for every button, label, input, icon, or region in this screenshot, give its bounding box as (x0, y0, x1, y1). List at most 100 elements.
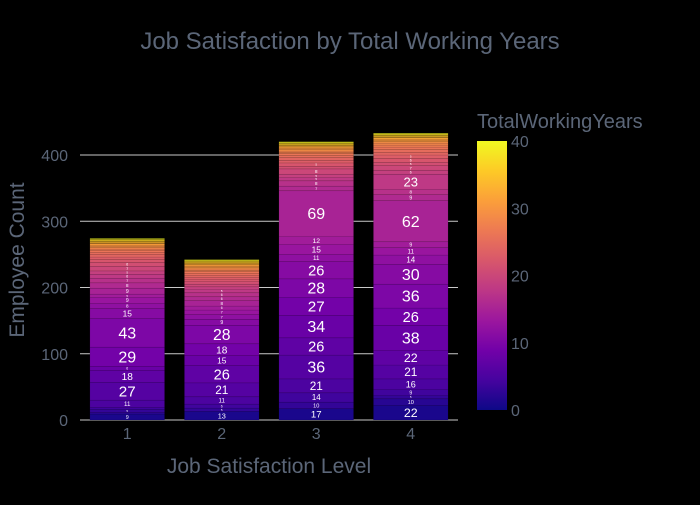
bar-segment[interactable] (184, 273, 260, 276)
bar-data-label: 9 (409, 390, 412, 396)
bar-data-label: 10 (313, 403, 319, 409)
bar-data-label: 21 (310, 379, 323, 393)
bar-data-label: 7 (221, 310, 223, 315)
bar-data-label: 26 (308, 263, 324, 279)
bar-data-label: 8 (220, 301, 223, 306)
bar-data-label: 28 (307, 281, 325, 298)
bar-data-label: 30 (402, 267, 420, 284)
bar-data-label: 9 (409, 196, 412, 202)
bar-data-label: 6 (221, 306, 223, 310)
y-tick-label: 0 (59, 413, 68, 430)
bar-segment[interactable] (89, 250, 165, 253)
bar-data-label: 22 (404, 406, 418, 420)
bar-segment[interactable] (278, 152, 354, 154)
bar-segment[interactable] (184, 279, 260, 282)
bar-data-label: 11 (408, 249, 415, 256)
bar-segment[interactable] (278, 168, 354, 175)
x-axis-title: Job Satisfaction Level (167, 455, 371, 478)
bar-segment[interactable] (278, 155, 354, 158)
bar-data-label: 5 (315, 177, 317, 181)
bar-segment[interactable] (89, 308, 165, 319)
bar-segment[interactable] (184, 283, 260, 288)
bar-segment[interactable] (278, 160, 354, 164)
bar-data-label: 5 (315, 163, 317, 167)
bar-data-label: 7 (315, 186, 317, 191)
y-tick-label: 100 (41, 347, 68, 364)
bar-segment[interactable] (89, 254, 165, 258)
bar-segment[interactable] (278, 190, 354, 237)
bar-segment[interactable] (184, 277, 260, 280)
bar-data-label: 14 (312, 393, 321, 402)
bar-data-label: 8 (409, 190, 412, 195)
bar-data-label: 15 (123, 309, 133, 319)
bar-data-label: 5 (410, 155, 412, 159)
bar-data-label: 18 (216, 345, 228, 356)
bar-data-label: 5 (410, 162, 412, 166)
bar-data-label: 5 (315, 174, 317, 178)
bar-segment[interactable] (89, 256, 165, 260)
bar-data-label: 34 (307, 319, 325, 336)
bar-data-label: 8 (126, 283, 129, 288)
colorbar-tick-label: 30 (511, 201, 529, 218)
bar-data-label: 10 (408, 400, 414, 406)
bar-data-label: 8 (315, 181, 318, 186)
bar-segment[interactable] (184, 275, 260, 278)
bar-segment[interactable] (89, 238, 165, 240)
bar-segment[interactable] (373, 144, 449, 148)
x-tick-labels: 1 2 3 4 (123, 426, 416, 443)
bar-data-label: 36 (402, 289, 420, 306)
colorbar-gradient (477, 141, 507, 410)
bar-data-label: 5 (221, 289, 223, 293)
bar-data-label: 11 (124, 401, 131, 408)
bar-segment[interactable] (278, 153, 354, 156)
bar-segment[interactable] (373, 241, 449, 249)
bar-data-label: 26 (403, 310, 419, 326)
bar-data-label: 9 (409, 243, 412, 249)
x-tick-label: 3 (312, 426, 321, 443)
bar-data-label: 5 (410, 395, 412, 399)
bar-segment[interactable] (373, 138, 449, 141)
bar-segment[interactable] (373, 149, 449, 153)
bar-segment[interactable] (373, 132, 449, 135)
bar-segment[interactable] (373, 142, 449, 146)
bar-data-label: 6 (221, 293, 223, 297)
bar-segment[interactable] (184, 259, 260, 261)
bar-segment[interactable] (89, 252, 165, 255)
bar-data-label: 18 (122, 372, 134, 383)
bar-segment[interactable] (373, 152, 449, 156)
bar-data-label: 9 (126, 415, 129, 421)
bar-data-label: 23 (404, 174, 418, 189)
bar-segment[interactable] (184, 325, 260, 345)
bar-segment[interactable] (89, 262, 165, 267)
y-axis-title: Employee Count (6, 182, 29, 337)
bar-data-label: 12 (312, 238, 320, 245)
y-tick-label: 200 (41, 281, 68, 298)
bar-segment[interactable] (89, 287, 165, 295)
x-tick-label: 1 (123, 426, 132, 443)
bar-segment[interactable] (184, 271, 260, 274)
bar-segment[interactable] (278, 141, 354, 143)
colorbar: TotalWorkingYears 0 10 20 30 40 (477, 111, 643, 420)
bar-segment[interactable] (373, 325, 449, 351)
bar-segment[interactable] (373, 146, 449, 150)
bar-data-label: 9 (126, 298, 129, 304)
bar-data-label: 6 (410, 170, 412, 174)
bars-layer (89, 132, 449, 421)
data-labels-layer: 9511271862943158959876576135611212615182… (118, 155, 419, 421)
bar-data-label: 38 (402, 330, 420, 347)
bar-data-label: 7 (126, 266, 128, 271)
bar-data-label: 7 (221, 314, 223, 319)
bar-data-label: 21 (215, 383, 228, 397)
bar-data-label: 5 (126, 409, 128, 413)
bar-data-label: 5 (126, 294, 128, 298)
bar-data-label: 22 (404, 351, 418, 365)
colorbar-title: TotalWorkingYears (477, 111, 643, 133)
bar-segment[interactable] (278, 236, 354, 245)
bar-data-label: 17 (311, 410, 322, 421)
chart-title: Job Satisfaction by Total Working Years (140, 28, 559, 55)
bar-segment[interactable] (278, 157, 354, 161)
bar-segment[interactable] (184, 281, 260, 285)
bar-data-label: 7 (126, 278, 128, 283)
bar-segment[interactable] (89, 244, 165, 247)
